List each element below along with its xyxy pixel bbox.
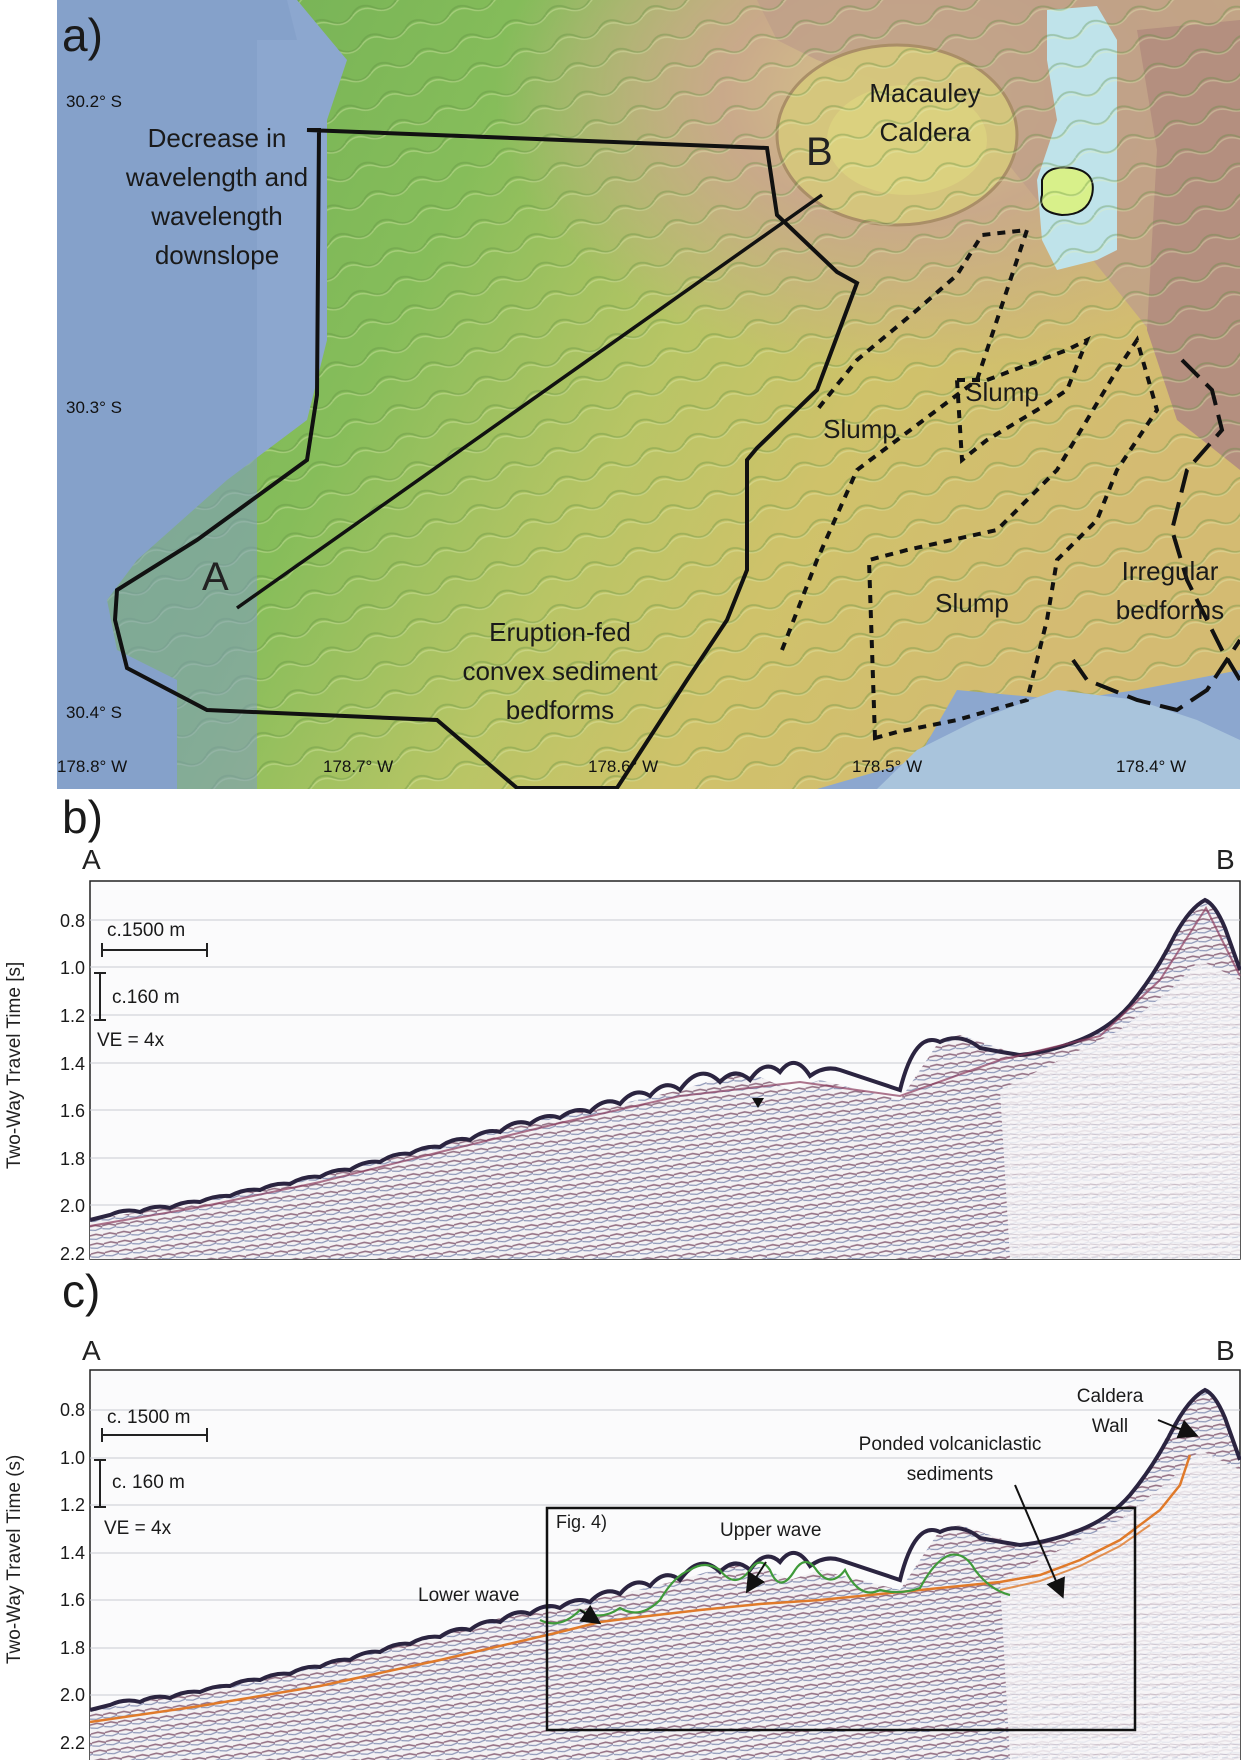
arrow-upper-wave	[745, 1561, 767, 1594]
profile-b-ytick-16: 1.6	[59, 1101, 85, 1121]
lat-label-304: 30.4° S	[66, 703, 122, 722]
profile-b-ve: VE = 4x	[97, 1030, 165, 1051]
label-caldera-line1: Macauley	[869, 78, 981, 108]
horizon-green	[539, 1553, 1011, 1625]
irregular-bedforms-boundary	[1169, 358, 1240, 682]
profile-b-yaxis: 0.8 1.0 1.2 1.4 1.6 1.8 2.0 2.2	[40, 881, 85, 1264]
profile-c-ytick-22: 2.2	[59, 1733, 85, 1753]
label-slump-3: Slump	[935, 588, 1009, 618]
study-area-outline	[112, 128, 860, 789]
seismic-profile-b	[89, 880, 1241, 1260]
slump-outline-2	[954, 335, 1091, 464]
profile-b-ytick-22: 2.2	[59, 1244, 85, 1264]
label-irregular-line1: Irregular	[1121, 556, 1219, 586]
profile-b-ytick-10: 1.0	[59, 958, 85, 978]
profile-c-ytick-16: 1.6	[59, 1590, 85, 1610]
arrow-caldera-wall	[1157, 1419, 1199, 1439]
label-irregular-line2: bedforms	[1115, 595, 1225, 625]
panel-a: a) A B Decrease in wavelength and wavele…	[0, 0, 1241, 790]
label-eruption-line1: Eruption-fed	[489, 617, 631, 647]
profile-c-ytick-12: 1.2	[59, 1495, 85, 1515]
slump-outline-3	[866, 335, 1160, 741]
profile-b-ylabel: Two-Way Travel Time [s]	[4, 961, 25, 1169]
profile-b-scale-bars	[94, 943, 208, 1021]
profile-b-left-a: A	[82, 844, 101, 875]
profile-b-sediment	[90, 900, 1240, 1259]
panel-b-letter: b)	[62, 791, 103, 843]
label-eruption-line3: bedforms	[505, 695, 615, 725]
lon-label-1785: 178.5° W	[852, 757, 923, 776]
profile-b-ytick-14: 1.4	[59, 1054, 85, 1074]
label-decrease-line2: wavelength and	[125, 162, 309, 192]
bathymetry-map	[57, 0, 1240, 789]
map-point-b: B	[806, 130, 833, 174]
profile-b-ytick-08: 0.8	[59, 911, 85, 931]
arrow-ponded	[1014, 1484, 1065, 1599]
fig4-box	[545, 1506, 1137, 1732]
label-decrease-line3: wavelength	[151, 201, 283, 231]
lon-label-1787: 178.7° W	[323, 757, 394, 776]
annotation-caldera-wall: Caldera Wall	[1062, 1382, 1158, 1442]
profile-c-ytick-18: 1.8	[59, 1638, 85, 1658]
annotation-ponded-line1: Ponded volcaniclastic	[858, 1434, 1042, 1455]
label-eruption: Eruption-fed convex sediment bedforms	[450, 613, 670, 730]
annotation-upper-wave: Upper wave	[720, 1520, 822, 1541]
label-caldera-line2: Caldera	[879, 117, 971, 147]
profile-b-ytick-18: 1.8	[59, 1149, 85, 1169]
profile-c-ylabel: Two-Way Travel Time (s)	[4, 1454, 25, 1664]
profile-b-ytick-20: 2.0	[59, 1196, 85, 1216]
label-decrease: Decrease in wavelength and wavelength do…	[107, 119, 327, 275]
lat-label-303: 30.3° S	[66, 398, 122, 417]
profile-c-scale-h: c. 1500 m	[107, 1407, 191, 1428]
panel-b: b) A B	[0, 790, 1241, 1270]
annotation-ponded-line2: sediments	[906, 1464, 994, 1485]
profile-c-ve: VE = 4x	[104, 1518, 172, 1539]
label-decrease-line1: Decrease in	[147, 123, 287, 153]
arrow-lower-wave	[579, 1604, 602, 1625]
fig4-box-label: Fig. 4)	[556, 1512, 608, 1532]
profile-c-yaxis: 0.8 1.0 1.2 1.4 1.6 1.8 2.0 2.2	[40, 1370, 85, 1760]
profile-c-scale-v: c. 160 m	[112, 1472, 185, 1493]
annotation-caldera-wall-line1: Caldera	[1076, 1386, 1144, 1407]
lon-label-1788: 178.8° W	[57, 757, 128, 776]
profile-c-right-b: B	[1216, 1335, 1235, 1366]
lon-label-1784: 178.4° W	[1116, 757, 1187, 776]
map-point-a: A	[202, 555, 229, 599]
profile-c-sediment	[90, 1390, 1240, 1760]
profile-c-ytick-14: 1.4	[59, 1543, 85, 1563]
label-irregular: Irregular bedforms	[1100, 552, 1240, 630]
panel-c: c) A B	[0, 1265, 1241, 1760]
horizon-orange	[89, 1454, 1192, 1724]
profile-b-ytick-12: 1.2	[59, 1006, 85, 1026]
panel-c-letter: c)	[62, 1265, 101, 1317]
profile-c-seafloor	[89, 1387, 1241, 1712]
label-caldera: Macauley Caldera	[845, 74, 1005, 152]
profile-b-right-b: B	[1216, 844, 1235, 875]
profile-c-ytick-08: 0.8	[59, 1400, 85, 1420]
lon-label-1786: 178.6° W	[588, 757, 659, 776]
profile-c-scale-bars	[94, 1428, 208, 1508]
annotation-ponded: Ponded volcaniclastic sediments	[840, 1430, 1060, 1490]
label-slump-1: Slump	[823, 414, 897, 444]
profile-c-ytick-10: 1.0	[59, 1448, 85, 1468]
profile-c-ytick-20: 2.0	[59, 1685, 85, 1705]
annotation-lower-wave: Lower wave	[418, 1585, 520, 1606]
annotation-caldera-wall-line2: Wall	[1091, 1416, 1129, 1437]
label-slump-2: Slump	[965, 377, 1039, 407]
label-eruption-line2: convex sediment	[462, 656, 658, 686]
profile-b-scale-v: c.160 m	[112, 987, 180, 1008]
seismic-profile-c	[89, 1369, 1241, 1760]
lat-label-302: 30.2° S	[66, 92, 122, 111]
profile-b-scale-h: c.1500 m	[107, 920, 186, 941]
profile-c-left-a: A	[82, 1335, 101, 1366]
profile-b-seafloor	[89, 897, 1241, 1222]
panel-a-letter: a)	[62, 9, 103, 61]
profile-line-ab	[235, 193, 824, 610]
label-decrease-line4: downslope	[154, 240, 280, 270]
